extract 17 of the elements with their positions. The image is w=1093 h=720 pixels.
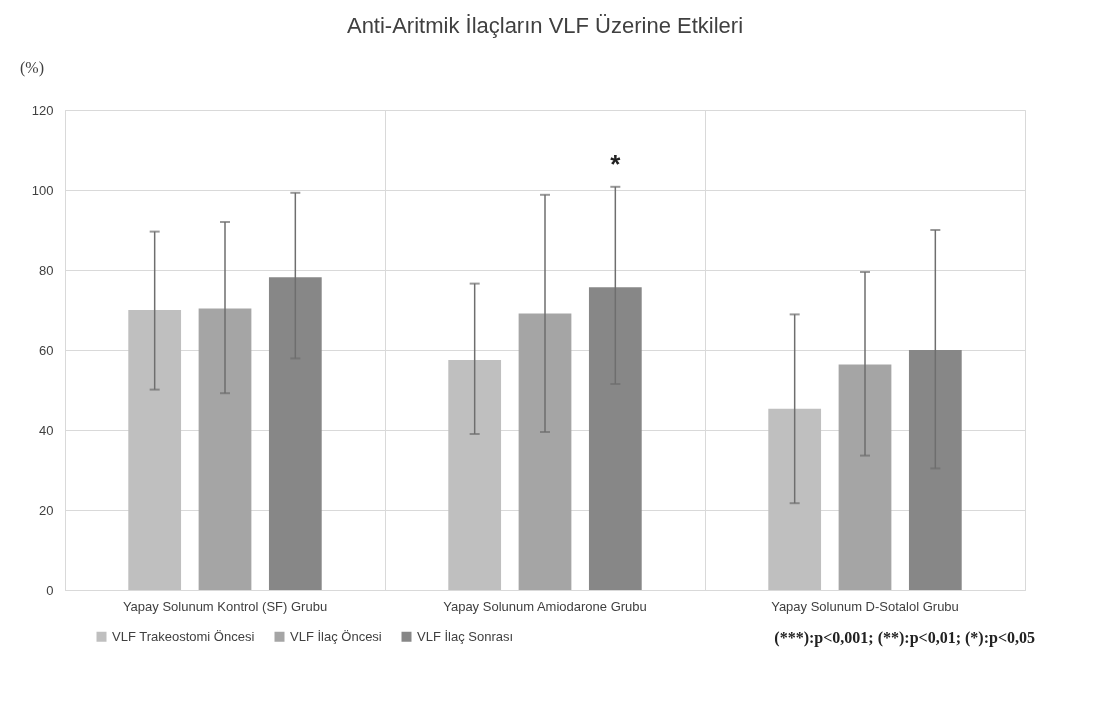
y-tick-label: 80 [39,262,54,278]
y-tick-label: 40 [39,422,54,438]
y-tick-label: 0 [46,582,54,598]
x-tick-label: Yapay Solunum D-Sotalol Grubu [771,598,959,614]
x-tick-label: Yapay Solunum Kontrol (SF) Grubu [122,598,328,614]
y-axis-title: (%) [20,59,44,77]
x-tick-label: Yapay Solunum Amiodarone Grubu [443,598,647,614]
text: (***):p<0,001; (**):p<0,01; (*):p<0,05 [774,629,1035,647]
chart-title: Anti-Aritmik İlaçların VLF Üzerine Etkileri [346,13,744,38]
legend-label: VLF Trakeostomi Öncesi [112,628,255,644]
y-tick-label: 20 [39,502,54,518]
legend-label: VLF İlaç Sonrası [417,628,514,644]
y-tick-label: 60 [39,342,54,358]
y-tick-label: 100 [31,182,54,198]
annotation: * [610,148,622,179]
y-tick-label: 120 [31,102,54,118]
legend-label: VLF İlaç Öncesi [290,628,382,644]
